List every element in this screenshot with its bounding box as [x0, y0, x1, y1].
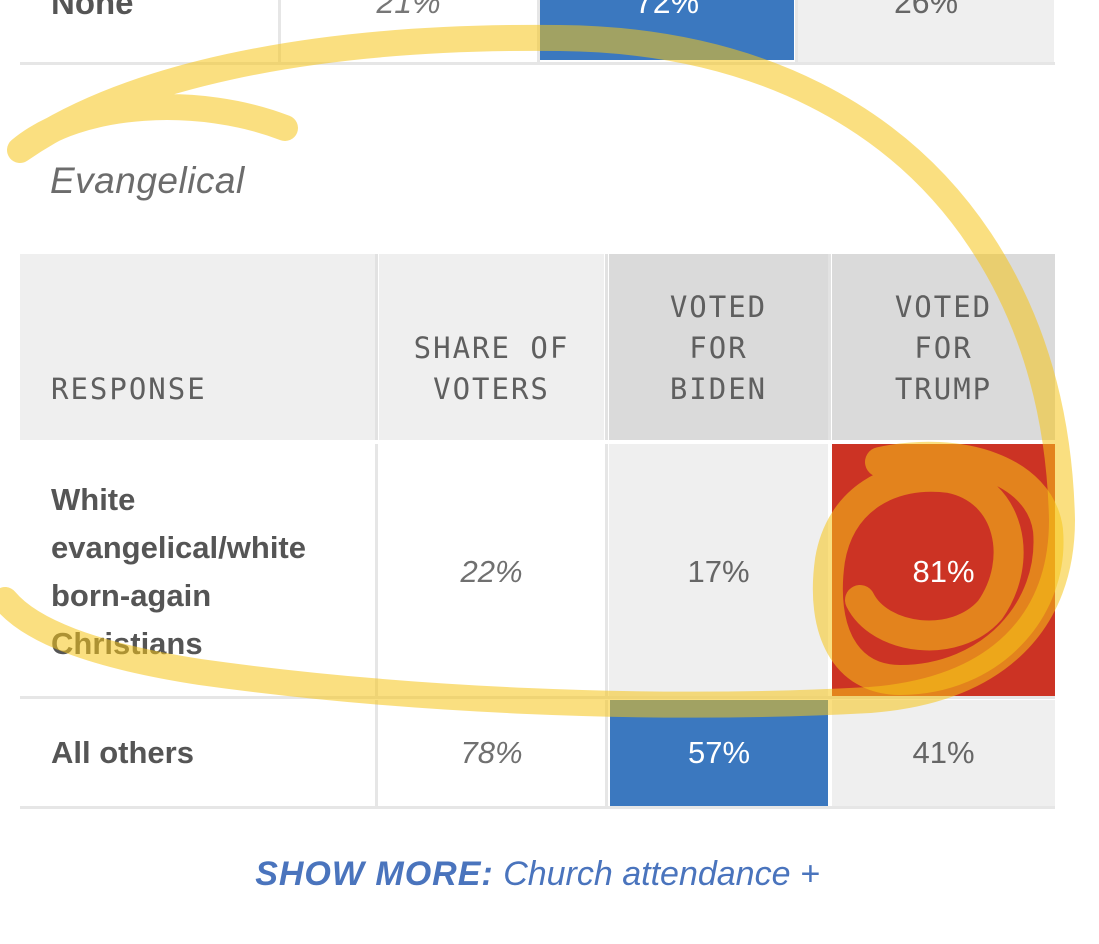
header-trump-label: VOTED FOR TRUMP: [832, 287, 1055, 410]
row-share-value: 78%: [460, 735, 523, 770]
show-more-link[interactable]: SHOW MORE: Church attendance +: [0, 855, 1075, 894]
table-row-label-cell: White evangelical/white born-again Chris…: [20, 444, 375, 696]
prev-row-biden: 72%: [634, 0, 700, 20]
table-row-share-cell: 78%: [379, 700, 604, 806]
column-divider: [278, 0, 281, 62]
header-share-label: SHARE OF VOTERS: [379, 328, 604, 410]
table-row-trump-cell-winner: 81%: [832, 444, 1055, 696]
header-biden-line: FOR: [689, 331, 748, 365]
column-divider: [795, 0, 798, 62]
header-biden-line: VOTED: [669, 290, 768, 324]
prev-row-share-cell: 21%: [281, 0, 536, 62]
header-biden-label: VOTED FOR BIDEN: [609, 287, 828, 410]
header-response-label: RESPONSE: [51, 372, 207, 406]
show-more-label: Church attendance +: [503, 855, 820, 893]
column-divider: [537, 0, 540, 62]
table-row-biden-cell-winner: 57%: [610, 700, 828, 806]
prev-row-biden-cell: 72%: [540, 0, 794, 60]
row-divider: [20, 696, 1055, 699]
row-biden-value: 57%: [687, 735, 751, 770]
header-biden: VOTED FOR BIDEN: [609, 254, 828, 440]
row-label-line: born-again: [51, 578, 212, 613]
table-row-share-cell: 22%: [379, 444, 604, 696]
row-biden-value: 17%: [687, 554, 750, 589]
table-row-biden-cell: 17%: [609, 444, 828, 696]
row-label-line: White: [51, 482, 136, 517]
header-trump: VOTED FOR TRUMP: [832, 254, 1055, 440]
header-share-line: SHARE OF: [413, 331, 570, 365]
header-trump-line: VOTED: [894, 290, 993, 324]
show-more-prefix: SHOW MORE:: [255, 855, 494, 893]
table-row-trump-cell: 41%: [832, 700, 1055, 806]
table-row-label-cell: All others: [20, 700, 375, 806]
row-trump-value: 41%: [912, 735, 975, 770]
row-divider: [20, 806, 1055, 809]
header-trump-line: TRUMP: [894, 372, 993, 406]
row-divider: [20, 62, 1055, 65]
prev-row-trump: 26%: [893, 0, 959, 20]
header-trump-line: FOR: [914, 331, 973, 365]
prev-row-share: 21%: [376, 0, 441, 20]
column-divider: [605, 254, 608, 440]
prev-row-label-cell: None: [20, 0, 278, 62]
header-biden-line: BIDEN: [669, 372, 768, 406]
column-divider: [605, 700, 608, 806]
row-label-line: Christians: [51, 626, 203, 661]
header-share-line: VOTERS: [433, 372, 550, 406]
row-label-line: All others: [51, 735, 194, 770]
column-divider: [375, 444, 378, 698]
row-label-line: evangelical/white: [51, 530, 306, 565]
header-response: RESPONSE: [20, 254, 375, 440]
section-title: Evangelical: [50, 160, 245, 201]
prev-row-trump-cell: 26%: [798, 0, 1054, 62]
column-divider: [828, 254, 831, 440]
column-divider: [605, 444, 608, 698]
row-trump-value: 81%: [912, 554, 975, 589]
row-share-value: 22%: [460, 554, 523, 589]
header-share: SHARE OF VOTERS: [379, 254, 604, 440]
column-divider: [375, 254, 378, 440]
prev-row-label: None: [51, 0, 134, 21]
column-divider: [375, 700, 378, 806]
